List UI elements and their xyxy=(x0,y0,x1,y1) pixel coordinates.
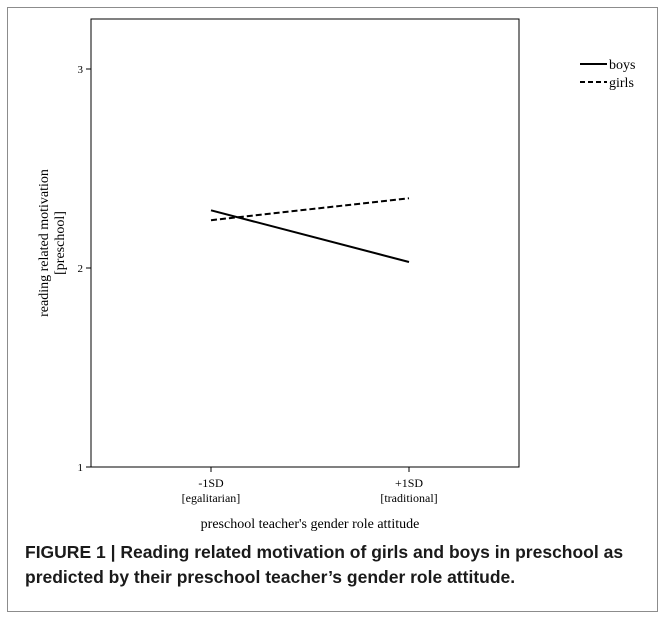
figure-caption: FIGURE 1 | Reading related motivation of… xyxy=(25,540,650,590)
caption-text: Reading related motivation of girls and … xyxy=(25,542,624,587)
x-axis-label: preschool teacher's gender role attitude xyxy=(201,517,420,532)
legend-label-girls: girls xyxy=(609,76,634,91)
plot-area xyxy=(90,18,520,468)
y-tick-label-0: 1 xyxy=(78,462,84,474)
x-tick-label-0: -1SD xyxy=(198,476,224,490)
figure-frame xyxy=(7,7,658,612)
legend-label-boys: boys xyxy=(609,58,635,73)
line-chart: 1 2 3 -1SD[egalitarian] +1SD[traditional] r… xyxy=(37,18,635,532)
series-line-girls xyxy=(210,197,410,222)
y-axis-label-line2: [preschool] xyxy=(53,211,68,275)
x-axis: -1SD[egalitarian] +1SD[traditional] xyxy=(182,467,438,505)
legend: boys girls xyxy=(580,58,635,91)
y-tick-label-1: 2 xyxy=(78,263,84,275)
x-tick-label-1: +1SD xyxy=(395,476,423,490)
series-line-boys xyxy=(210,209,410,263)
x-tick-sublabel-0: [egalitarian] xyxy=(182,491,241,505)
x-tick-sublabel-1: [traditional] xyxy=(380,491,437,505)
caption-label: FIGURE 1 | xyxy=(25,542,121,562)
y-axis-label-line1: reading related motivation xyxy=(37,169,52,317)
y-axis: 1 2 3 xyxy=(78,64,91,474)
series-layer xyxy=(210,197,410,263)
y-tick-label-2: 3 xyxy=(78,64,84,76)
